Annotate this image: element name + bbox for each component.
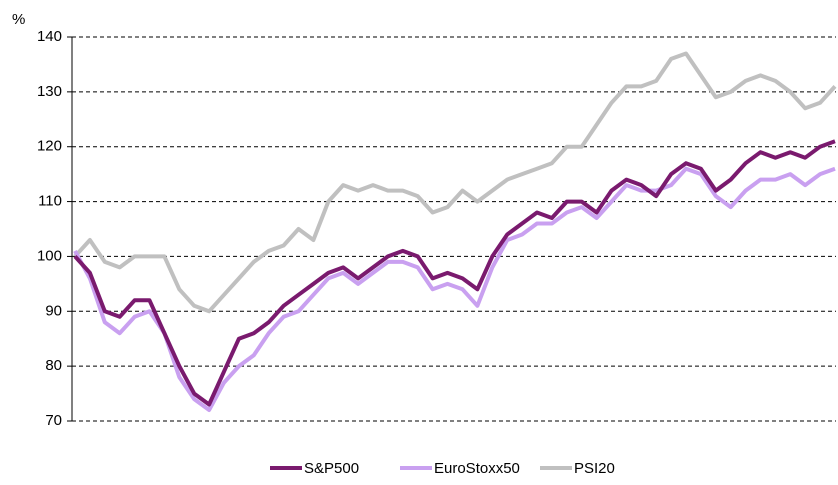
series-line <box>73 51 837 314</box>
series-line <box>73 139 836 407</box>
series-line <box>73 166 836 412</box>
y-tick-label: 110 <box>38 193 62 210</box>
y-tick-label: 130 <box>37 83 62 100</box>
y-tick-label: 70 <box>45 412 62 429</box>
y-tick-label: 80 <box>45 357 62 374</box>
legend-label: PSI20 <box>574 460 615 477</box>
y-tick-label: 120 <box>37 138 62 155</box>
legend-label: S&P500 <box>304 460 359 477</box>
y-tick-label: 100 <box>37 247 62 264</box>
y-axis-unit: % <box>12 11 25 28</box>
legend-label: EuroStoxx50 <box>434 460 520 477</box>
y-tick-label: 90 <box>45 302 62 319</box>
y-tick-label: 140 <box>37 28 62 45</box>
